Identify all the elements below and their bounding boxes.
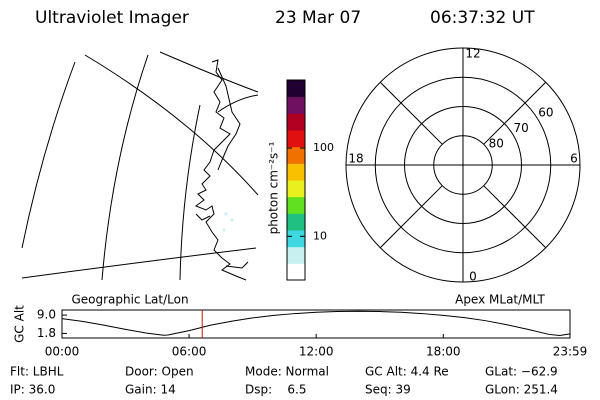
geographic-map [21, 51, 259, 281]
status-field: Flt: LBHL [10, 365, 64, 379]
y-axis-label: GC Alt [13, 305, 27, 343]
color-band [287, 96, 305, 114]
meridian [379, 81, 443, 145]
map-grid [179, 104, 201, 281]
x-tick-label: 23:59 [553, 345, 588, 359]
map-grid [21, 61, 76, 249]
emission [222, 228, 226, 232]
colorbar-frame [286, 79, 306, 281]
map-grid [84, 54, 259, 196]
mlt-label: 6 [570, 152, 578, 166]
meridian [379, 185, 443, 249]
color-band [287, 113, 305, 131]
meridian [483, 185, 547, 249]
color-band [287, 230, 305, 248]
status-field: GLon: 251.4 [485, 383, 558, 397]
altitude-line [61, 310, 571, 336]
colorbar: 10 100 [286, 79, 334, 281]
footer: Flt: LBHL Door: Open Mode: Normal GC Alt: 4… [10, 365, 558, 397]
map-grid [217, 94, 259, 113]
status-field: Door: Open [125, 365, 194, 379]
color-band [287, 163, 305, 181]
status-field: IP: 36.0 [10, 383, 55, 397]
color-band [287, 196, 305, 214]
color-band [287, 146, 305, 164]
color-band [287, 213, 305, 231]
x-tick-label: 06:00 [172, 345, 207, 359]
map-grid [159, 51, 259, 93]
map-grid [101, 54, 149, 281]
x-tick-label: 00:00 [45, 345, 80, 359]
x-tick-label: 18:00 [426, 345, 461, 359]
color-band [287, 180, 305, 198]
color-band [287, 80, 305, 98]
status-field: Dsp: 6.5 [245, 383, 307, 397]
time: 06:37:32 UT [430, 8, 535, 28]
status-field: GLat: −62.9 [485, 365, 558, 379]
color-band [287, 263, 305, 281]
date: 23 Mar 07 [275, 8, 361, 28]
status-field: GC Alt: 4.4 Re [365, 365, 449, 379]
y-tick-label: 9.0 [37, 308, 56, 322]
colorbar-label: photon cm⁻²s⁻¹ [267, 141, 281, 234]
meridian [483, 81, 547, 145]
x-tick-label: 12:00 [299, 345, 334, 359]
lat-label: 60 [538, 106, 553, 120]
altitude-plot: 9.0 1.8 00:00 06:00 12:00 18:00 23:59 [37, 308, 587, 359]
colorbar-tick-label: 100 [313, 141, 334, 154]
color-band [287, 246, 305, 264]
mlt-label: 0 [469, 270, 477, 284]
instrument-title: Ultraviolet Imager [35, 8, 189, 28]
status-field: Gain: 14 [125, 383, 176, 397]
emission [230, 218, 234, 222]
lat-label: 70 [513, 121, 528, 135]
panel-label: Apex MLat/MLT [455, 293, 545, 307]
status-field: Mode: Normal [245, 365, 329, 379]
emission [224, 212, 228, 216]
map-grid [21, 247, 257, 279]
mlt-label: 12 [465, 47, 480, 61]
mlt-label: 18 [348, 152, 363, 166]
panel-label: Geographic Lat/Lon [71, 293, 188, 307]
lat-label: 80 [489, 137, 504, 151]
coastline [194, 59, 249, 281]
colorbar-tick-label: 10 [313, 229, 327, 242]
y-tick-label: 1.8 [37, 326, 56, 340]
status-field: Seq: 39 [365, 383, 411, 397]
plot-frame [61, 309, 571, 339]
color-band [287, 130, 305, 148]
